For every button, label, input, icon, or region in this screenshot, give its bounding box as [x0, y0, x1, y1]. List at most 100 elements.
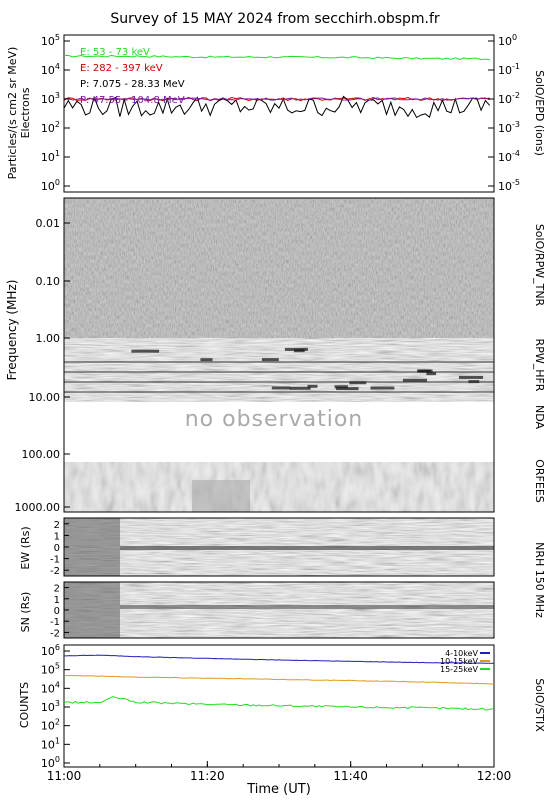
label-rpw-tnr: SolO/RPW_TNR — [533, 224, 546, 307]
stix-panel: 106 105 104 103 102 101 100 4-10keV 10-15keV 1… — [18, 643, 546, 770]
epd-right-ticks: 100 10-1 10-2 10-3 10-4 10-5 — [488, 33, 520, 193]
label-orfees: ORFEES — [533, 459, 546, 503]
time-axis-label: Time (UT) — [246, 782, 311, 797]
epd-series-2 — [63, 95, 491, 119]
epd-right-tick-label: 100 — [498, 33, 517, 48]
nrh-sn-tick-label: 0 — [54, 606, 60, 617]
nrh-ew-ticks: 210-1-2 — [50, 520, 69, 577]
hfr-burst — [370, 386, 395, 390]
epd-legend-e-low: E: 53 - 73 keV — [80, 47, 150, 58]
hfr-burst — [271, 386, 291, 390]
epd-left-ticks: 105 104 103 102 101 100 — [41, 33, 70, 193]
radio-tick-label: 10.00 — [29, 391, 61, 404]
stix-legend-low: 4-10keV — [445, 649, 478, 658]
hfr-burst — [418, 369, 431, 373]
nrh-sn-tick-label: -1 — [50, 617, 60, 628]
orfees-overlay — [64, 462, 494, 512]
radio-tick-label: 0.01 — [36, 217, 61, 230]
nrh-right-label: NRH 150 MHz — [533, 542, 546, 618]
hfr-burst — [200, 358, 213, 362]
stix-series-1 — [63, 674, 495, 685]
nrh-sn-band — [120, 605, 494, 609]
radio-tick-label: 100.00 — [22, 448, 61, 461]
nrh-sn-tick-label: -2 — [50, 628, 60, 639]
stix-ylabel: COUNTS — [18, 682, 31, 728]
epd-left-tick-label: 103 — [41, 91, 60, 106]
stix-tick-label: 100 — [41, 755, 60, 770]
epd-right-tick-label: 10-2 — [498, 91, 520, 106]
radio-frame — [63, 197, 495, 513]
hfr-burst — [334, 385, 348, 389]
no-observation-label: no observation — [185, 407, 364, 432]
epd-left-tick-label: 102 — [41, 120, 60, 135]
figure-title: Survey of 15 MAY 2024 from secchirh.obsp… — [110, 11, 440, 27]
stix-series-group — [63, 654, 495, 711]
label-nda: NDA — [533, 405, 546, 430]
epd-left-tick-label: 100 — [41, 178, 60, 193]
stix-ticks: 106 105 104 103 102 101 100 — [41, 643, 70, 770]
hfr-burst — [289, 386, 311, 390]
stix-tick-label: 104 — [41, 680, 60, 695]
time-tick-label: 12:00 — [477, 769, 512, 783]
hfr-bursts — [64, 347, 494, 393]
hfr-burst — [336, 387, 359, 391]
tnr-spectrogram — [64, 198, 494, 338]
label-rpw-hfr: RPW_HFR — [533, 339, 546, 392]
stix-series-0 — [64, 654, 495, 664]
stix-legend-mid: 10-15keV — [440, 657, 479, 666]
epd-series-group — [63, 54, 491, 119]
epd-right-tick-label: 10-3 — [498, 120, 520, 135]
radio-tick-label: 0.10 — [36, 275, 61, 288]
epd-series-0 — [63, 54, 490, 61]
hfr-burst — [426, 372, 437, 376]
nrh-ew-tick-label: 0 — [54, 543, 60, 554]
nrh-sn-tick-label: 1 — [54, 595, 60, 606]
hfr-burst — [261, 358, 279, 362]
time-tick-label: 11:40 — [333, 769, 368, 783]
nrh-ew-tick-label: -2 — [50, 566, 60, 577]
radio-tick-label: 1000.00 — [15, 501, 61, 514]
stix-tick-label: 102 — [41, 718, 60, 733]
epd-ylabel: Particles/(s cm2 sr MeV) — [6, 47, 19, 180]
hfr-burst — [307, 384, 318, 388]
hfr-burst — [349, 381, 367, 385]
stix-tick-label: 103 — [41, 699, 60, 714]
nrh-ew-tick-label: -1 — [50, 555, 60, 566]
nrh-ew-tick-label: 2 — [54, 520, 60, 531]
epd-legend-p-low: P: 7.075 - 28.33 MeV — [80, 79, 185, 90]
stix-tick-label: 101 — [41, 736, 60, 751]
nrh-ew-panel: 210-1-2 EW (Rs) — [19, 517, 495, 577]
stix-tick-label: 105 — [41, 662, 60, 677]
stix-tick-label: 106 — [41, 643, 60, 658]
nrh-sn-map — [64, 582, 494, 638]
orfees-spectrogram — [64, 462, 494, 512]
epd-left-tick-label: 101 — [41, 149, 60, 164]
nrh-ew-ylabel: EW (Rs) — [19, 526, 32, 569]
hfr-burst — [294, 349, 305, 353]
epd-right-tick-label: 10-1 — [498, 62, 520, 77]
orfees-gap — [192, 480, 250, 512]
epd-left-tick-label: 104 — [41, 62, 60, 77]
hfr-burst — [458, 375, 483, 379]
time-axis-ticks: 11:00 11:20 11:40 12:00 — [47, 761, 512, 783]
radio-panel: no observation 0.01 0.10 1.00 10.00 100.00 10… — [5, 197, 546, 514]
epd-frame — [63, 34, 495, 193]
radio-freq-ticks: 0.01 0.10 1.00 10.00 100.00 1000.00 — [15, 217, 70, 514]
epd-legend-p-high: P: 47.55 - 104.8 MeV — [80, 95, 185, 106]
nrh-sn-panel: 210-1-2 SN (Rs) NRH 150 MHz — [19, 542, 546, 639]
nrh-sn-bright — [64, 582, 120, 638]
time-tick-label: 11:20 — [190, 769, 225, 783]
stix-series-2 — [63, 696, 495, 711]
nda-empty — [64, 402, 494, 462]
stix-right-label: SolO/STIX — [533, 678, 546, 732]
epd-right-label: SolO/EPD (ions) — [533, 70, 546, 156]
stix-legend-high: 15-25keV — [440, 665, 479, 674]
radio-tick-label: 1.00 — [36, 332, 61, 345]
nrh-ew-bright — [64, 518, 120, 576]
hfr-burst — [402, 378, 427, 382]
nrh-sn-ticks: 210-1-2 — [50, 584, 69, 639]
radio-ylabel: Frequency (MHz) — [5, 280, 19, 381]
